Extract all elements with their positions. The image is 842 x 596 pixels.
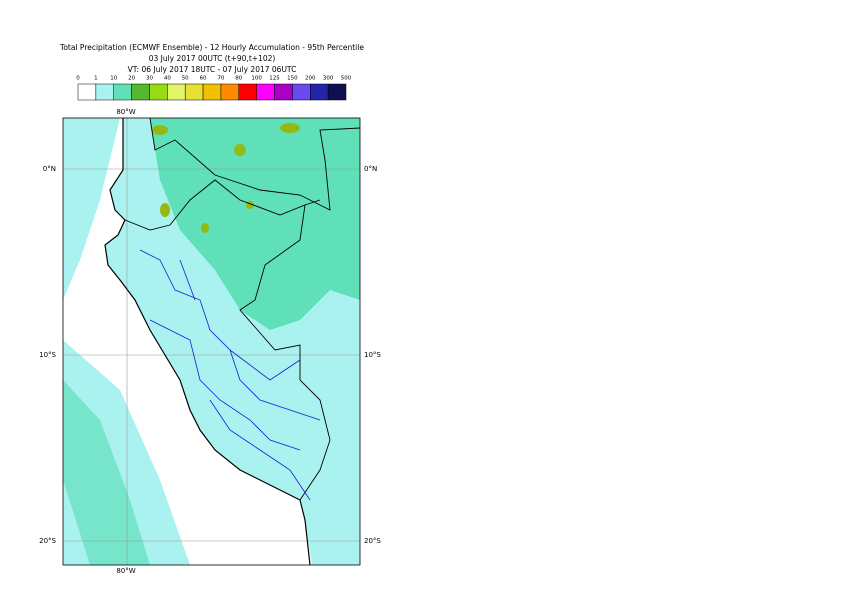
legend-tick: 10 (110, 76, 117, 82)
legend-tick: 80 (235, 76, 242, 82)
legend-tick: 0 (76, 76, 80, 82)
legend-swatch (184, 83, 204, 101)
lat-label: 10°S (364, 351, 381, 359)
borders (124, 118, 360, 501)
legend-tick: 500 (341, 76, 352, 82)
legend-swatch (149, 83, 168, 101)
legend-swatch (220, 83, 240, 101)
lat-label: 10°S (39, 351, 56, 359)
coastline (104, 118, 311, 565)
legend-tick: 60 (200, 76, 207, 82)
legend-tick: 40 (164, 76, 171, 82)
lat-label: 0°N (364, 165, 377, 173)
lat-label: 20°S (364, 537, 381, 545)
lon-label: 80°W (116, 567, 135, 575)
legend-tick: 20 (128, 76, 135, 82)
legend-tick: 125 (269, 76, 280, 82)
legend-swatch (167, 83, 186, 101)
legend-tick: 300 (323, 76, 334, 82)
precip-area (63, 380, 150, 565)
legend-swatch (292, 83, 311, 101)
legend-swatch (310, 83, 329, 101)
legend-swatch (77, 83, 97, 101)
legend-tick: 200 (305, 76, 316, 82)
precip-area (150, 118, 360, 330)
legend-swatch (202, 83, 222, 101)
graticule (63, 118, 360, 565)
lat-label: 20°S (39, 537, 56, 545)
legend-swatch (274, 83, 293, 101)
legend-swatch (327, 83, 347, 101)
lon-label: 80°W (116, 108, 135, 116)
legend-tick: 30 (146, 76, 153, 82)
title-line: VT: 06 July 2017 18UTC - 07 July 2017 06… (128, 65, 297, 74)
legend-swatch (238, 83, 257, 101)
legend-swatch (131, 83, 150, 101)
legend-tick: 70 (217, 76, 224, 82)
legend-swatch (256, 83, 275, 101)
precip-spots (152, 123, 300, 233)
regions (139, 249, 321, 501)
map-frame (62, 117, 361, 566)
legend-swatch (95, 83, 114, 101)
precip-area (63, 118, 120, 300)
legend-tick: 50 (182, 76, 189, 82)
title-line: Total Precipitation (ECMWF Ensemble) - 1… (59, 43, 364, 52)
map: 80°W 80°W 0°N 0°N 10°S 10°S 20°S 20°S (39, 108, 381, 575)
title: Total Precipitation (ECMWF Ensemble) - 1… (59, 43, 364, 74)
legend-tick: 150 (287, 76, 298, 82)
legend-swatch (113, 83, 132, 101)
title-line: 03 July 2017 00UTC (t+90,t+102) (149, 54, 276, 63)
legend-tick: 100 (251, 76, 262, 82)
lat-label: 0°N (43, 165, 56, 173)
legend: 0 1 10 20 30 40 50 60 70 80 100 125 150 200 300 500 (76, 76, 352, 101)
legend-tick: 1 (94, 76, 98, 82)
